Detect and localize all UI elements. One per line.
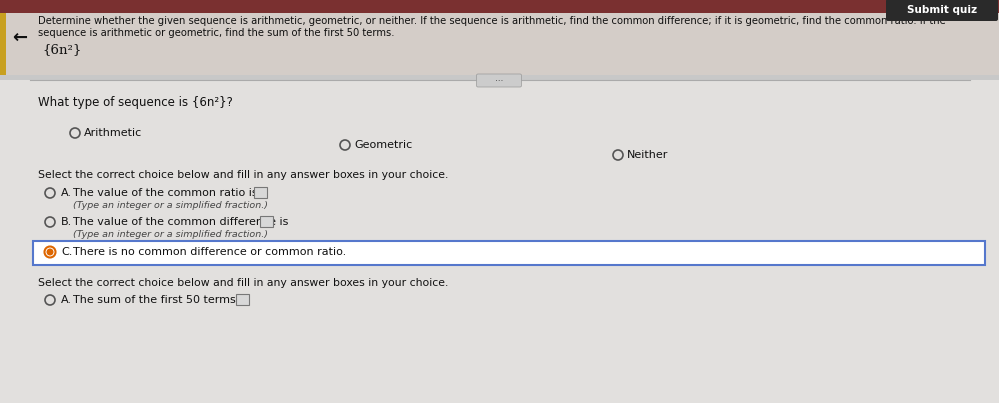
FancyBboxPatch shape — [0, 0, 999, 13]
Text: Arithmetic: Arithmetic — [84, 128, 142, 138]
Text: Submit quiz: Submit quiz — [907, 5, 977, 15]
Text: C.: C. — [61, 247, 72, 257]
Text: ←: ← — [12, 29, 28, 47]
FancyBboxPatch shape — [0, 0, 999, 75]
FancyBboxPatch shape — [0, 13, 6, 75]
Text: The value of the common ratio is: The value of the common ratio is — [73, 188, 258, 198]
Circle shape — [47, 249, 54, 256]
Text: The sum of the first 50 terms is: The sum of the first 50 terms is — [73, 295, 248, 305]
Text: sequence is arithmetic or geometric, find the sum of the first 50 terms.: sequence is arithmetic or geometric, fin… — [38, 28, 395, 38]
FancyBboxPatch shape — [260, 216, 274, 227]
FancyBboxPatch shape — [477, 74, 521, 87]
FancyBboxPatch shape — [254, 187, 268, 198]
Text: Geometric: Geometric — [354, 140, 413, 150]
Text: Select the correct choice below and fill in any answer boxes in your choice.: Select the correct choice below and fill… — [38, 278, 449, 288]
Text: B.: B. — [61, 217, 72, 227]
Text: (Type an integer or a simplified fraction.): (Type an integer or a simplified fractio… — [73, 201, 268, 210]
Text: What type of sequence is {6n²}?: What type of sequence is {6n²}? — [38, 96, 233, 109]
Text: {6n²}: {6n²} — [42, 43, 81, 56]
Text: Determine whether the given sequence is arithmetic, geometric, or neither. If th: Determine whether the given sequence is … — [38, 16, 946, 26]
FancyBboxPatch shape — [886, 0, 998, 21]
Text: Select the correct choice below and fill in any answer boxes in your choice.: Select the correct choice below and fill… — [38, 170, 449, 180]
Text: ⋯: ⋯ — [495, 76, 503, 85]
Text: The value of the common difference is: The value of the common difference is — [73, 217, 289, 227]
Text: A.: A. — [61, 188, 72, 198]
FancyBboxPatch shape — [0, 80, 999, 403]
Text: There is no common difference or common ratio.: There is no common difference or common … — [73, 247, 347, 257]
Text: A.: A. — [61, 295, 72, 305]
FancyBboxPatch shape — [236, 294, 250, 305]
FancyBboxPatch shape — [33, 241, 985, 265]
Text: Neither: Neither — [627, 150, 668, 160]
Text: (Type an integer or a simplified fraction.): (Type an integer or a simplified fractio… — [73, 230, 268, 239]
